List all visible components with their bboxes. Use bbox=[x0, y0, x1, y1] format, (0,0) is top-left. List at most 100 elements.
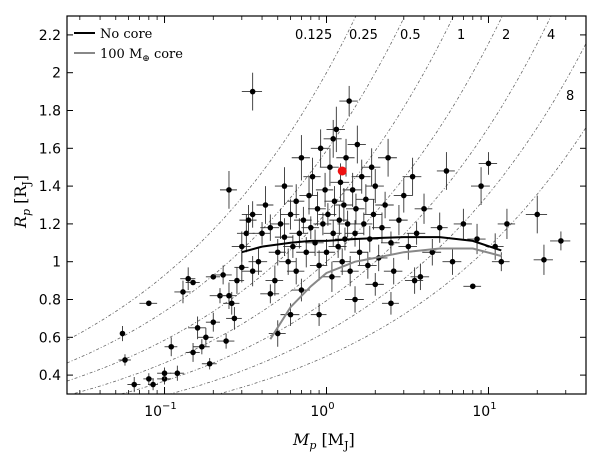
planet-point bbox=[346, 193, 365, 224]
density-label-8: 8 bbox=[566, 89, 574, 104]
planet-point bbox=[316, 239, 336, 266]
planet-point bbox=[533, 244, 553, 275]
planet-marker bbox=[150, 381, 156, 388]
planet-point bbox=[139, 300, 158, 307]
y-axis-var: R bbox=[11, 216, 30, 229]
planet-point bbox=[406, 222, 426, 245]
planet-marker bbox=[382, 202, 388, 208]
y-tick-label: 1.2 bbox=[39, 217, 61, 233]
y-tick-label: 0.6 bbox=[39, 330, 61, 346]
planet-marker bbox=[314, 205, 321, 212]
planet-marker bbox=[325, 211, 331, 218]
density-curve-4 bbox=[168, 43, 586, 394]
planet-marker bbox=[194, 325, 201, 331]
density-label-0.5: 0.5 bbox=[400, 28, 421, 43]
planet-point bbox=[525, 195, 548, 234]
planet-point bbox=[361, 148, 381, 187]
density-label-4: 4 bbox=[547, 28, 555, 43]
planet-marker bbox=[259, 230, 265, 237]
planet-point bbox=[291, 135, 310, 181]
x-axis-title: Mp [MJ] bbox=[292, 430, 355, 452]
planet-marker bbox=[316, 311, 322, 318]
planet-marker bbox=[285, 258, 291, 265]
y-axis-unit: [R bbox=[11, 185, 30, 204]
planet-point bbox=[241, 72, 263, 111]
planet-marker bbox=[336, 217, 343, 223]
planet-marker bbox=[287, 211, 294, 218]
planet-marker bbox=[293, 198, 299, 205]
planet-point bbox=[323, 119, 342, 158]
planet-marker bbox=[558, 238, 564, 244]
x-tick-base: 10 bbox=[472, 404, 490, 420]
planet-marker bbox=[231, 315, 238, 322]
planet-point bbox=[270, 208, 290, 240]
planet-marker bbox=[226, 187, 232, 193]
planet-marker bbox=[119, 330, 126, 337]
y-tick-label: 1.6 bbox=[39, 141, 61, 157]
planet-marker bbox=[436, 224, 443, 231]
planet-point bbox=[223, 291, 240, 315]
planet-marker bbox=[534, 211, 541, 218]
legend-core-mass: 100 M bbox=[100, 47, 142, 62]
planet-point bbox=[414, 193, 433, 224]
planet-point bbox=[301, 216, 320, 240]
planet-point bbox=[332, 248, 351, 275]
y-tick-label: 1.8 bbox=[39, 104, 61, 120]
planet-marker bbox=[388, 300, 394, 307]
planet-marker bbox=[290, 243, 296, 250]
planet-point bbox=[351, 159, 371, 194]
planet-marker bbox=[337, 179, 344, 186]
planet-marker bbox=[249, 268, 256, 274]
planet-point bbox=[357, 252, 377, 279]
planet-marker bbox=[370, 211, 377, 218]
density-label-2: 2 bbox=[502, 28, 510, 43]
planet-marker bbox=[210, 319, 217, 325]
legend: No core 100 M⊕ core bbox=[74, 27, 183, 64]
planet-marker bbox=[365, 262, 371, 269]
planet-marker bbox=[255, 258, 262, 265]
planet-point bbox=[283, 235, 302, 258]
planet-marker bbox=[413, 230, 420, 237]
planet-point bbox=[365, 273, 384, 296]
planet-point bbox=[355, 184, 375, 215]
legend-label-core: 100 M⊕ core bbox=[100, 47, 183, 64]
planet-marker bbox=[146, 376, 152, 382]
x-tick-exponent: 0 bbox=[328, 401, 334, 412]
planet-marker bbox=[306, 192, 312, 199]
highlighted-planet-marker bbox=[337, 166, 347, 176]
planet-point bbox=[219, 282, 237, 309]
planet-marker bbox=[353, 205, 359, 212]
planet-point bbox=[463, 283, 482, 290]
legend-label-no-core: No core bbox=[100, 27, 153, 42]
core-line bbox=[269, 247, 502, 340]
planet-point bbox=[226, 307, 242, 330]
planet-marker bbox=[243, 230, 250, 237]
planet-marker bbox=[206, 360, 213, 367]
planet-marker bbox=[330, 230, 337, 237]
planet-point bbox=[326, 106, 345, 153]
planet-marker bbox=[262, 202, 269, 208]
plot-frame bbox=[66, 15, 587, 395]
planet-point bbox=[478, 152, 498, 175]
planet-point bbox=[299, 176, 318, 215]
planet-point bbox=[205, 312, 220, 332]
density-label-0.125: 0.125 bbox=[295, 28, 332, 43]
planet-marker bbox=[541, 257, 547, 263]
planet-marker bbox=[390, 268, 397, 274]
planet-point bbox=[219, 170, 237, 209]
planet-point bbox=[185, 279, 200, 286]
planet-marker bbox=[349, 187, 356, 193]
planet-marker bbox=[249, 88, 256, 95]
y-tick-label: 2 bbox=[52, 66, 61, 82]
planet-marker bbox=[344, 221, 351, 227]
planet-marker bbox=[469, 283, 476, 290]
planet-marker bbox=[298, 287, 305, 293]
planet-marker bbox=[272, 277, 278, 284]
y-tick-label: 1.4 bbox=[39, 179, 61, 195]
x-axis-var: M bbox=[292, 430, 310, 449]
density-label-1: 1 bbox=[457, 28, 465, 43]
planet-point bbox=[319, 148, 339, 187]
planet-marker bbox=[309, 173, 316, 180]
planet-point bbox=[213, 265, 232, 285]
planet-point bbox=[354, 212, 373, 236]
